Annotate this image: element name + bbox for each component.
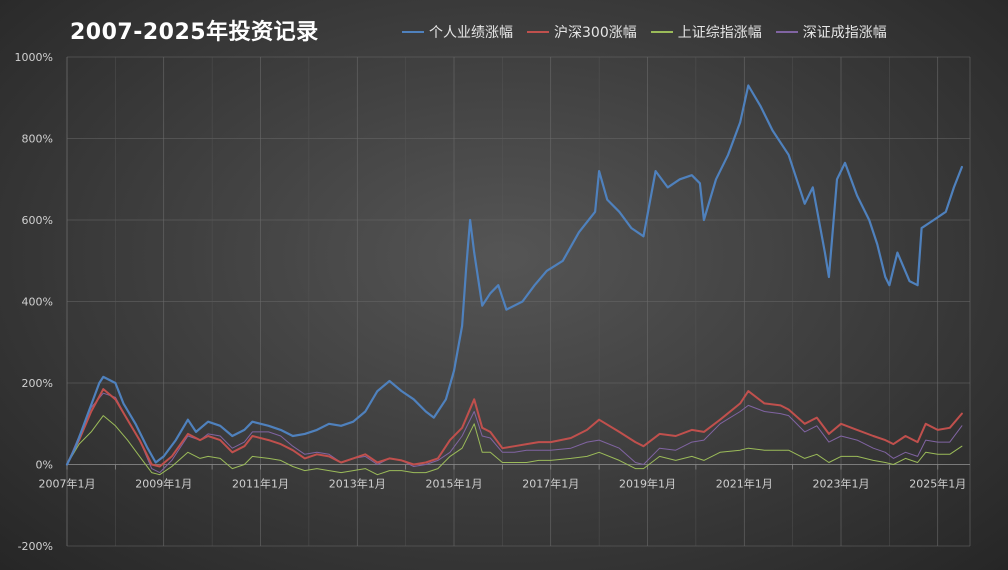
legend-label-sse: 上证综指涨幅 [677, 25, 762, 41]
legend-swatch-sse [650, 31, 673, 33]
legend-item-hs300: 沪深300涨幅 [527, 22, 637, 42]
series-layer [65, 84, 964, 476]
series-line-sse [66, 415, 963, 476]
series-line-personal [65, 84, 964, 466]
legend-swatch-hs300 [527, 31, 549, 33]
x-tick-label: 2025年1月 [909, 477, 966, 491]
y-tick-label: 800% [22, 133, 53, 146]
y-tick-label: 0% [36, 459, 53, 472]
x-tick-label: 2007年1月 [39, 477, 96, 491]
chart-legend: 个人业绩涨幅 沪深300涨幅 上证综指涨幅 深证成指涨幅 [402, 22, 887, 42]
y-tick-label: -200% [18, 540, 53, 553]
y-tick-label: 1000% [15, 51, 53, 64]
x-tick-label: 2023年1月 [813, 477, 870, 491]
legend-item-sse: 上证综指涨幅 [650, 22, 762, 42]
x-tick-label: 2013年1月 [329, 477, 386, 491]
legend-swatch-szse [775, 31, 798, 33]
chart-title: 2007-2025年投资记录 [70, 20, 319, 45]
x-tick-label: 2017年1月 [522, 477, 579, 491]
legend-label-szse: 深证成指涨幅 [802, 25, 887, 41]
x-tick-label: 2021年1月 [716, 477, 773, 491]
x-tick-label: 2011年1月 [232, 477, 289, 491]
legend-swatch-personal [402, 31, 424, 33]
y-tick-label: 600% [22, 214, 53, 227]
series-line-szse [66, 392, 963, 474]
y-axis: -200% 0% 200% 400% 600% 800% 1000% [15, 51, 53, 553]
x-tick-label: 2019年1月 [619, 477, 676, 491]
y-tick-label: 200% [22, 377, 53, 390]
x-tick-label: 2009年1月 [135, 477, 192, 491]
legend-label-personal: 个人业绩涨幅 [429, 25, 513, 41]
x-axis: 2007年1月 2009年1月 2011年1月 2013年1月 2015年1月 2017年… [39, 477, 967, 491]
series-line-hs300 [66, 388, 963, 468]
legend-label-hs300: 沪深300涨幅 [554, 25, 637, 41]
legend-item-personal: 个人业绩涨幅 [402, 22, 513, 42]
x-tick-label: 2015年1月 [426, 477, 483, 491]
y-tick-label: 400% [22, 296, 53, 309]
grid-layer [66, 56, 971, 547]
legend-item-szse: 深证成指涨幅 [775, 22, 887, 42]
